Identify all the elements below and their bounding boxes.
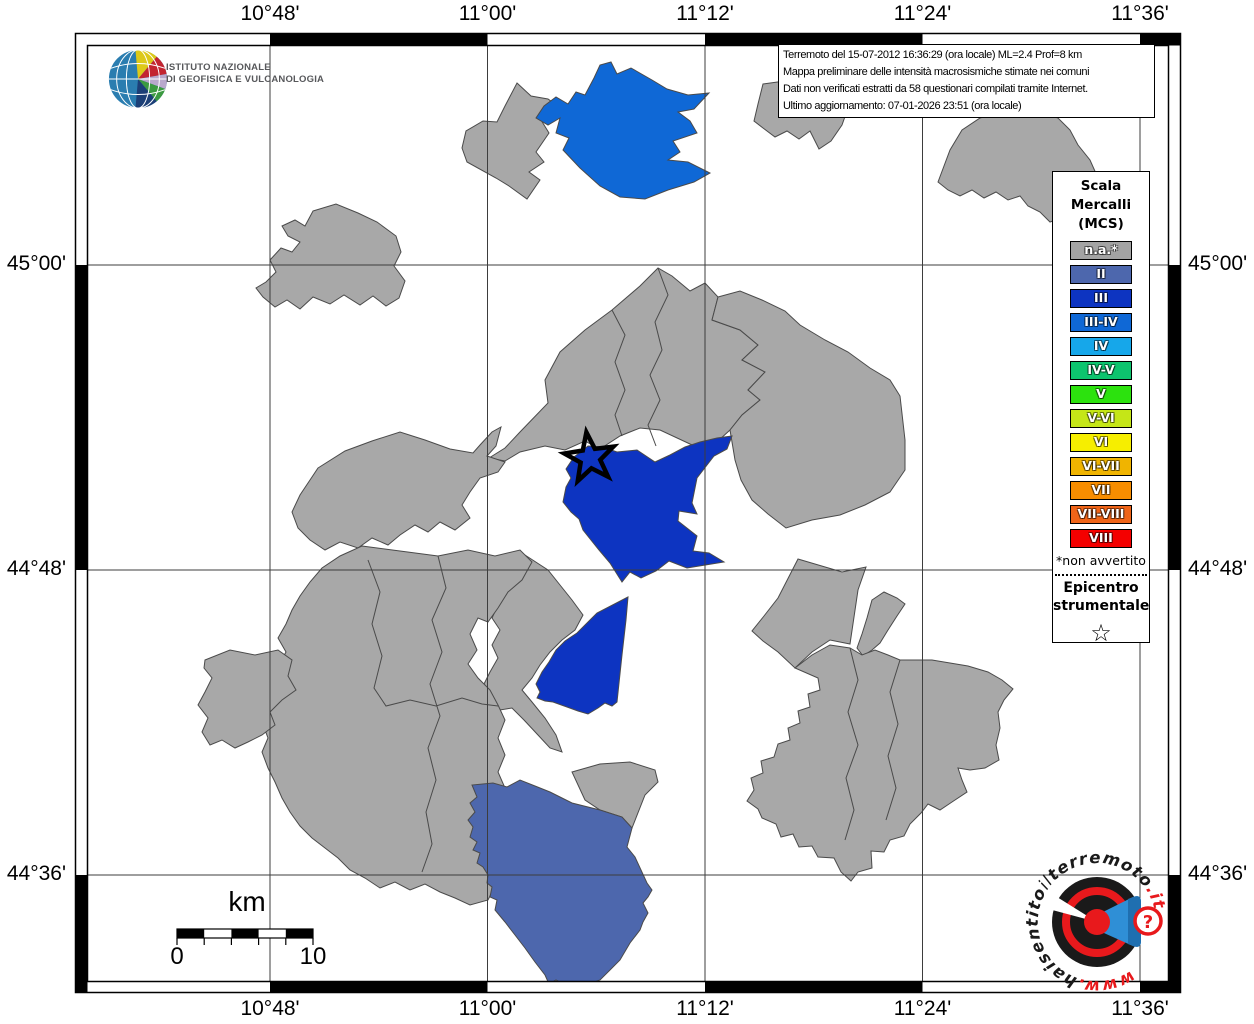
legend-title: Scala Mercalli (MCS) [1053, 177, 1149, 234]
region-gray-east-horn [856, 591, 906, 657]
longitude-label-bottom: 11°24' [893, 997, 952, 1020]
latitude-label-right: 45°00' [1188, 252, 1248, 275]
legend-swatch-vi: VI [1070, 433, 1132, 452]
map-frame [74, 32, 1182, 994]
longitude-label-bottom: 11°36' [1111, 997, 1169, 1020]
graticule-gridlines [87, 45, 1169, 982]
region-comune-epicentro [562, 435, 733, 583]
haisentitoilterremoto-watermark: www.haisentitoilterremoto.it ? [1023, 848, 1168, 996]
mcs-scale-legend: Scala Mercalli (MCS) n.a.* II III III-IV IV I… [1052, 171, 1150, 647]
legend-swatch-vii: VII [1070, 481, 1132, 500]
region-gray-diagonal-band [481, 554, 584, 753]
municipality-border [611, 309, 626, 437]
region-gray-south-wedge [571, 761, 659, 829]
latitude-label-left: 44°36' [6, 862, 66, 885]
ingv-name-line1: ISTITUTO NAZIONALE [166, 62, 271, 73]
latitude-label-right: 44°36' [1188, 862, 1248, 885]
region-gray-west-small [197, 649, 297, 749]
legend-swatch-ivv: IV-V [1070, 361, 1132, 380]
watermark-ring-gap [1043, 892, 1097, 922]
legend-swatch-v: V [1070, 385, 1132, 404]
region-gray-east-arm [751, 558, 867, 669]
region-gray-northeast [711, 290, 906, 529]
longitude-label-top: 11°12' [676, 2, 734, 25]
municipality-border [367, 559, 499, 707]
legend-swatch-iiiiv: III-IV [1070, 313, 1132, 332]
ingv-logo [108, 49, 168, 109]
longitude-label-top: 10°48' [240, 2, 300, 25]
municipality-border [844, 647, 859, 841]
longitude-label-top: 11°36' [1111, 2, 1169, 25]
watermark-center-dot [1084, 909, 1110, 935]
latitude-label-left: 44°48' [6, 557, 66, 580]
epicenter-label-line2: strumentale [1053, 598, 1150, 614]
region-gray-east-main [746, 644, 1014, 882]
legend-swatch-viii: VIII [1070, 529, 1132, 548]
scale-bar [176, 928, 314, 945]
longitude-label-bottom: 11°00' [458, 997, 517, 1020]
info-line-updated: Ultimo aggiornamento: 07-01-2026 23:51 (… [783, 100, 1022, 112]
legend-divider [1055, 574, 1147, 576]
question-mark-badge [1133, 906, 1163, 936]
epicenter-star-icon: ☆ [1090, 619, 1112, 647]
region-comune-top [535, 61, 712, 200]
question-mark: ? [1143, 912, 1153, 933]
scale-bar-end: 10 [299, 943, 327, 970]
legend-footnote: *non avvertito [1056, 553, 1146, 568]
info-line-questionnaires: Dati non verificati estratti da 58 quest… [783, 83, 1088, 95]
region-comune-lower [535, 596, 629, 715]
latitude-label-right: 44°48' [1188, 557, 1248, 580]
region-gray-west-middle [291, 425, 506, 551]
municipality-border [885, 659, 901, 821]
legend-swatch-vvi: V-VI [1070, 409, 1132, 428]
info-line-event: Terremoto del 15-07-2012 16:36:29 (ora l… [783, 49, 1082, 61]
region-gray-northwest [255, 203, 406, 310]
scale-bar-start: 0 [170, 943, 184, 970]
ingv-logo-text: ISTITUTO NAZIONALE DI GEOFISICA E VULCAN… [166, 62, 324, 86]
longitude-label-bottom: 11°12' [676, 997, 734, 1020]
legend-swatch-iii: III [1070, 289, 1132, 308]
legend-swatch-vivii: VI-VII [1070, 457, 1132, 476]
earthquake-info-box: Terremoto del 15-07-2012 16:36:29 (ora l… [778, 44, 1155, 118]
ingv-globe-icon [108, 49, 168, 109]
legend-swatch-viiviii: VII-VIII [1070, 505, 1132, 524]
legend-swatch-list: n.a.* II III III-IV IV IV-V V V-VI VI VI-VII VII VI… [1053, 241, 1149, 548]
info-line-map-type: Mappa preliminare delle intensità macros… [783, 66, 1090, 78]
legend-swatch-ii: II [1070, 265, 1132, 284]
legend-swatch-na: n.a.* [1070, 241, 1132, 260]
epicenter-label-line1: Epicentro [1063, 580, 1139, 596]
ingv-name-line2: DI GEOFISICA E VULCANOLOGIA [166, 74, 325, 85]
municipality-border [647, 267, 669, 447]
municipality-border [421, 555, 447, 873]
scale-bar-unit: km [228, 886, 266, 917]
legend-title-line2: Mercalli [1070, 197, 1132, 213]
epicenter-star-marker [557, 425, 620, 487]
longitude-label-bottom: 10°48' [240, 997, 300, 1020]
longitude-label-top: 11°00' [458, 2, 517, 25]
legend-swatch-iv: IV [1070, 337, 1132, 356]
legend-title-line3: (MCS) [1078, 216, 1124, 232]
region-gray-top-left [461, 82, 568, 200]
region-comune-south [467, 779, 653, 981]
municipality-regions [197, 61, 1119, 981]
longitude-label-top: 11°24' [893, 2, 952, 25]
latitude-label-left: 45°00' [6, 252, 66, 275]
legend-title-line1: Scala [1080, 178, 1122, 194]
